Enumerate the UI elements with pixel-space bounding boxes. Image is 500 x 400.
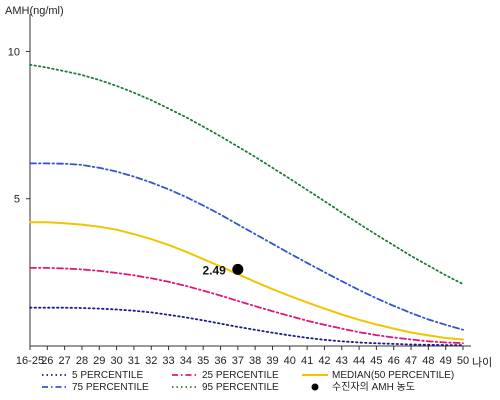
series-line-75-percentile <box>29 162 464 331</box>
x-tick-label: 40 <box>284 355 296 367</box>
x-tick-label: 43 <box>336 355 348 367</box>
y-axis-title: AMH(ng/ml) <box>5 5 64 17</box>
legend: 5 PERCENTILE 25 PERCENTILE MEDIAN(50 PERCE… <box>42 370 454 393</box>
x-tick-label: 42 <box>318 355 330 367</box>
legend-label: 25 PERCENTILE <box>202 370 279 381</box>
x-tick-label: 29 <box>93 355 105 367</box>
axes <box>29 14 471 347</box>
x-tick-label: 32 <box>145 355 157 367</box>
x-tick-label: 39 <box>266 355 278 367</box>
x-tick-label: 33 <box>162 355 174 367</box>
x-tick-label: 35 <box>197 355 209 367</box>
x-tick-label: 28 <box>76 355 88 367</box>
x-tick-label: 47 <box>405 355 417 367</box>
x-tick-label: 30 <box>110 355 122 367</box>
x-tick-label: 50 <box>457 355 469 367</box>
legend-label: 수진자의 AMH 농도 <box>332 381 415 393</box>
series-line-5-percentile <box>29 306 464 346</box>
legend-label: 95 PERCENTILE <box>202 382 279 393</box>
x-tick-label: 37 <box>232 355 244 367</box>
patient-marker: 2.49 <box>202 263 244 277</box>
percentile-lines <box>29 63 464 346</box>
y-tick-labels: 5 10 <box>8 46 30 206</box>
patient-amh-value-label: 2.49 <box>202 263 226 277</box>
x-tick-label: 31 <box>128 355 140 367</box>
y-tick-label: 10 <box>8 46 20 58</box>
series-line-95-percentile <box>29 63 464 285</box>
x-axis-title: 나이 <box>472 356 492 369</box>
x-tick-label: 44 <box>353 355 365 367</box>
y-tick-label: 5 <box>14 194 20 206</box>
legend-marker-swatch <box>311 383 319 391</box>
legend-label: MEDIAN(50 PERCENTILE) <box>332 370 454 381</box>
x-tick-label: 26 <box>41 355 53 367</box>
x-tick-label: 36 <box>214 355 226 367</box>
x-tick-label: 45 <box>370 355 382 367</box>
x-tick-label: 49 <box>440 355 452 367</box>
x-tick-label: 34 <box>180 355 192 367</box>
x-tick-label: 48 <box>422 355 434 367</box>
x-tick-label: 41 <box>301 355 313 367</box>
series-line-median-50-percentile- <box>29 221 464 341</box>
patient-amh-point <box>232 263 244 275</box>
x-tick-label: 46 <box>388 355 400 367</box>
legend-label: 75 PERCENTILE <box>72 382 149 393</box>
x-tick-label: 27 <box>59 355 71 367</box>
x-tick-label: 16-25 <box>16 355 44 367</box>
x-tick-label: 38 <box>249 355 261 367</box>
legend-label: 5 PERCENTILE <box>72 370 143 381</box>
series-line-25-percentile <box>29 267 464 344</box>
